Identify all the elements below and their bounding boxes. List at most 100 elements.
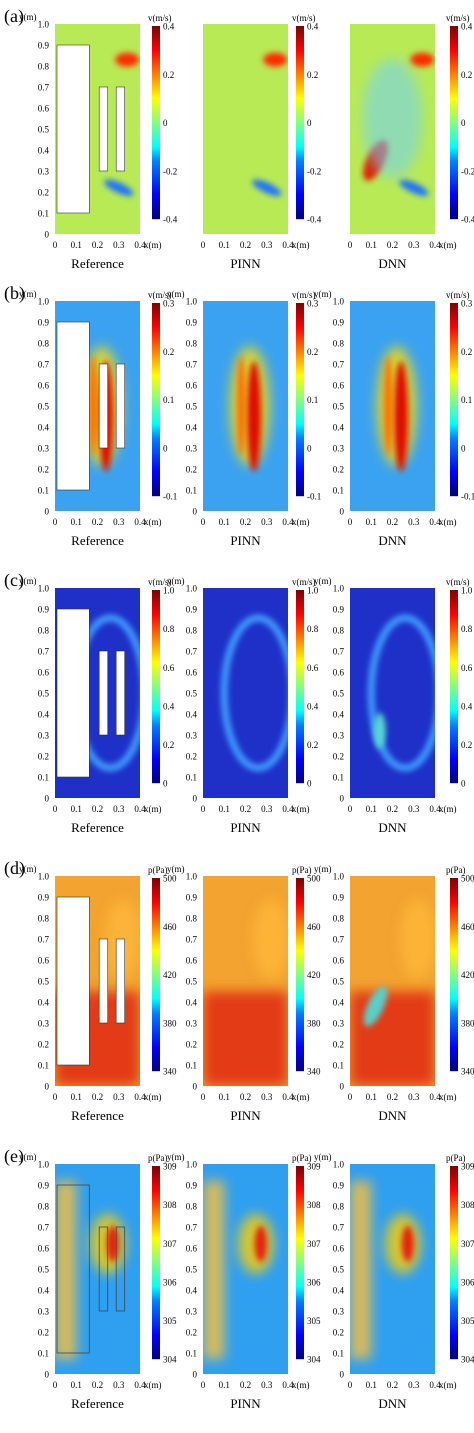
y-tick-label: 0.3 <box>186 1307 198 1317</box>
subplot-caption: PINN <box>230 1108 261 1123</box>
obstacle-bar-right <box>115 938 125 1024</box>
y-tick-label: 0.1 <box>333 1349 344 1359</box>
colorbar: p(Pa)309 308 307 306 305 304 <box>148 1153 177 1365</box>
colorbar-tick-label: 0.3 <box>307 299 319 309</box>
x-tick-label: 0.2 <box>92 240 103 250</box>
colorbar-tick-label: 0 <box>163 443 168 453</box>
colorbar-tick-label: 304 <box>461 1355 474 1365</box>
x-tick-label: 0.1 <box>366 517 377 527</box>
colorbar-gradient <box>152 1166 160 1360</box>
subplot-dnn: 1.0 0.9 0.8 0.7 0.6 0.5 0.4 0.3 0.2 0.1 0 y(m) 0 0.1 0… <box>314 576 473 835</box>
colorbar: p(Pa)309 308 307 306 305 304 <box>446 1153 474 1365</box>
y-tick-label: 0.6 <box>186 1244 198 1254</box>
y-tick-label: 0.2 <box>38 1328 49 1338</box>
x-tick-label: 0.2 <box>387 1380 398 1390</box>
y-tick-label: 0.3 <box>38 167 50 177</box>
x-tick-label: 0.3 <box>113 1092 125 1102</box>
obstacle-outline-large <box>56 1184 90 1354</box>
y-tick-label: 0.6 <box>38 668 50 678</box>
x-tick-label: 0.3 <box>408 804 420 814</box>
x-tick-label: 0 <box>53 517 58 527</box>
y-tick-label: 0.3 <box>38 1019 50 1029</box>
x-tick-label: 0.1 <box>219 240 230 250</box>
colorbar-label: v(m/s) <box>292 290 316 300</box>
colorbar-tick-label: 0.8 <box>163 624 175 634</box>
y-tick-label: 0.9 <box>38 893 50 903</box>
colorbar-tick-label: 0.2 <box>307 740 318 750</box>
y-tick-label: 0.3 <box>38 1307 50 1317</box>
colorbar-label: v(m/s) <box>292 577 316 587</box>
colorbar-label: p(Pa) <box>446 865 466 875</box>
high-pressure-region <box>203 991 288 1086</box>
colorbar-label: p(Pa) <box>148 865 168 875</box>
mid-region <box>400 899 435 979</box>
colorbar-tick-label: 0 <box>461 118 466 128</box>
colorbar: p(Pa)309 308 307 306 305 304 <box>292 1153 321 1365</box>
y-tick-label: 0.9 <box>333 1181 345 1191</box>
colorbar-tick-label: 460 <box>307 922 321 932</box>
x-tick-label: 0.4 <box>282 240 294 250</box>
colorbar-tick-label: -0.4 <box>163 215 178 225</box>
x-tick-label: 0 <box>201 1092 206 1102</box>
x-tick-label: 0.1 <box>71 517 82 527</box>
colorbar-tick-label: 380 <box>163 1018 177 1028</box>
colorbar: v(m/s)0.3 0.2 0.1 0 -0.1 <box>292 290 321 502</box>
x-tick-label: 0 <box>201 1380 206 1390</box>
colorbar-tick-label: 340 <box>307 1067 321 1077</box>
x-tick-label: 0 <box>53 1092 58 1102</box>
colorbar-tick-label: 460 <box>163 922 177 932</box>
y-tick-label: 0.6 <box>38 381 50 391</box>
colorbar-gradient <box>152 26 160 220</box>
coldspot <box>399 179 429 196</box>
y-tick-label: 0.2 <box>38 465 49 475</box>
colorbar-tick-label: 0.1 <box>307 395 318 405</box>
y-tick-label: 0.6 <box>333 1244 345 1254</box>
x-tick-label: 0.1 <box>219 517 230 527</box>
field-map <box>203 1164 288 1374</box>
y-tick-label: 0.8 <box>38 62 50 72</box>
x-tick-label: 0 <box>348 1092 353 1102</box>
y-tick-label: 0.9 <box>186 318 198 328</box>
x-tick-label: 0.2 <box>240 240 251 250</box>
y-tick-label: 0.1 <box>38 486 49 496</box>
y-axis-label: y(m) <box>167 576 185 586</box>
colorbar-tick-label: 500 <box>461 874 474 884</box>
colorbar-tick-label: 304 <box>163 1355 177 1365</box>
x-tick-label: 0.2 <box>240 517 251 527</box>
y-tick-label: 0.7 <box>186 1223 198 1233</box>
subplot-caption: DNN <box>378 533 407 548</box>
subplot-pinn: 1.0 0.9 0.8 0.7 0.6 0.5 0.4 0.3 0.2 0.1 0 y(m) 0 0.1 0… <box>167 864 321 1123</box>
colorbar-gradient <box>450 26 458 220</box>
y-tick-label: 0 <box>45 507 50 517</box>
x-tick-label: 0.3 <box>408 240 420 250</box>
field-map <box>350 1164 435 1374</box>
x-tick-label: 0.4 <box>134 517 146 527</box>
hotspot <box>115 52 140 67</box>
x-tick-label: 0.4 <box>429 240 441 250</box>
warm-region <box>55 1180 77 1360</box>
x-tick-label: 0.2 <box>92 517 103 527</box>
y-tick-label: 0.2 <box>333 1040 344 1050</box>
colorbar-tick-label: 0.4 <box>163 701 175 711</box>
x-tick-label: 0.1 <box>71 1092 82 1102</box>
y-tick-label: 0.8 <box>38 1202 50 1212</box>
panel-label: (c) <box>4 570 24 591</box>
y-tick-label: 0.5 <box>38 402 50 412</box>
x-tick-label: 0 <box>201 240 206 250</box>
colorbar-tick-label: 0 <box>307 443 312 453</box>
x-tick-label: 0 <box>201 804 206 814</box>
y-tick-label: 0.9 <box>186 893 198 903</box>
field-map <box>203 301 288 511</box>
subplot-pinn: 1.0 0.9 0.8 0.7 0.6 0.5 0.4 0.3 0.2 0.1 0 y(m) 0 0.1 0… <box>167 576 319 835</box>
y-tick-label: 0.2 <box>186 1040 197 1050</box>
x-axis-label: x(m) <box>292 1092 310 1102</box>
y-axis-label: y(m) <box>19 289 37 299</box>
hotspot <box>254 1225 267 1262</box>
subplot-caption: Reference <box>71 533 124 548</box>
x-tick-label: 0.4 <box>429 804 441 814</box>
subplot-reference: 1.0 0.9 0.8 0.7 0.6 0.5 0.4 0.3 0.2 0.1 0 y(m) 0 0.1 0… <box>19 576 175 835</box>
x-axis-label: x(m) <box>439 1380 457 1390</box>
y-tick-label: 0.9 <box>333 893 345 903</box>
x-axis-label: x(m) <box>439 1092 457 1102</box>
colorbar-tick-label: 0.8 <box>461 624 473 634</box>
